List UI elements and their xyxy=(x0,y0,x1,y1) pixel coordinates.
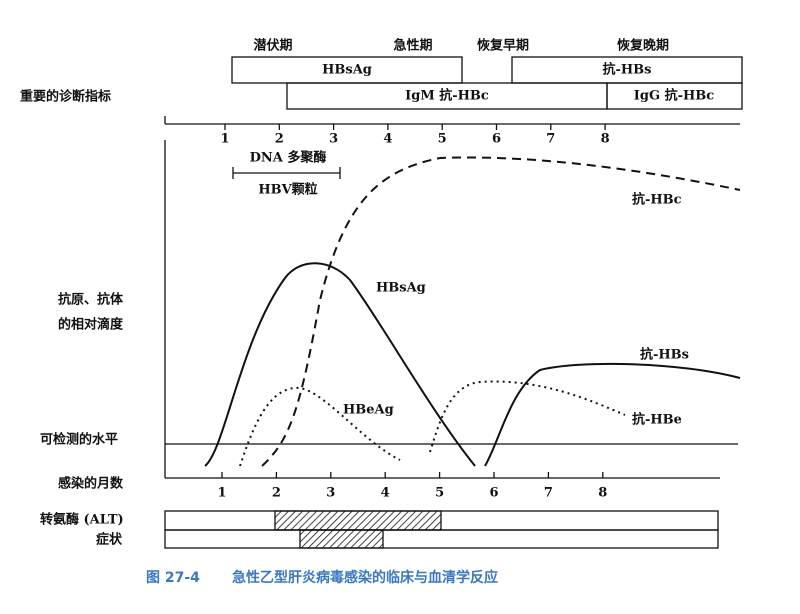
hbv-label: HBV颗粒 xyxy=(258,182,317,198)
x-label: 感染的月数 xyxy=(58,476,124,492)
symptom-hatch xyxy=(299,529,384,549)
phase-label: 恢复晚期 xyxy=(617,38,669,54)
bar-label: 抗-HBs xyxy=(603,62,652,78)
indicator-bar xyxy=(606,82,743,110)
month-label: 3 xyxy=(326,486,335,501)
month-label: 1 xyxy=(217,486,226,501)
month-label: 5 xyxy=(438,132,447,147)
anti-hbs-curve xyxy=(484,362,741,467)
hbsag-curve xyxy=(204,262,476,467)
phase-label: 急性期 xyxy=(393,38,432,54)
month-label: 6 xyxy=(492,132,501,147)
month-label: 6 xyxy=(489,486,498,501)
bar-label: IgG 抗-HBc xyxy=(634,88,714,104)
month-label: 4 xyxy=(381,486,390,501)
symptom-row xyxy=(164,529,719,549)
month-label: 1 xyxy=(220,132,229,147)
caption-text: 急性乙型肝炎病毒感染的临床与血清学反应 xyxy=(232,569,498,586)
symptom-label: 症状 xyxy=(96,532,123,548)
curve-label: 抗-HBc xyxy=(632,192,682,208)
top-months: 1 2 3 4 5 6 7 8 xyxy=(220,124,610,147)
curve-label: HBeAg xyxy=(343,403,394,418)
month-label: 8 xyxy=(601,132,610,147)
month-label: 7 xyxy=(544,486,553,501)
bottom-months: 1 2 3 4 5 6 7 8 xyxy=(217,472,607,501)
month-label: 2 xyxy=(272,486,281,501)
row-label: 重要的诊断指标 xyxy=(20,89,111,105)
phase-label: 恢复早期 xyxy=(477,38,529,54)
month-label: 4 xyxy=(383,132,392,147)
y-label: 的相对滴度 xyxy=(58,317,124,333)
month-label: 7 xyxy=(546,132,555,147)
caption-number: 图 27-4 xyxy=(146,570,200,586)
alt-hatch xyxy=(274,510,442,531)
bar-label: HBsAg xyxy=(322,63,372,78)
alt-label: 转氨酶 (ALT) xyxy=(40,512,124,528)
month-label: 2 xyxy=(275,132,284,147)
dna-label: DNA 多聚酶 xyxy=(250,150,327,166)
anti-hbe-curve xyxy=(429,380,626,453)
anti-hbc-curve xyxy=(261,156,741,467)
curve-label: 抗-HBe xyxy=(632,412,682,428)
curve-label: HBsAg xyxy=(376,281,426,296)
month-label: 3 xyxy=(329,132,338,147)
month-label: 5 xyxy=(435,486,444,501)
detectable-label: 可检测的水平 xyxy=(40,432,118,448)
curve-label: 抗-HBs xyxy=(640,347,689,363)
phase-label: 潜伏期 xyxy=(253,38,292,54)
hbeag-curve xyxy=(239,386,401,467)
bar-label: IgM 抗-HBc xyxy=(405,88,489,104)
month-label: 8 xyxy=(598,486,607,501)
y-label: 抗原、抗体 xyxy=(58,292,124,308)
